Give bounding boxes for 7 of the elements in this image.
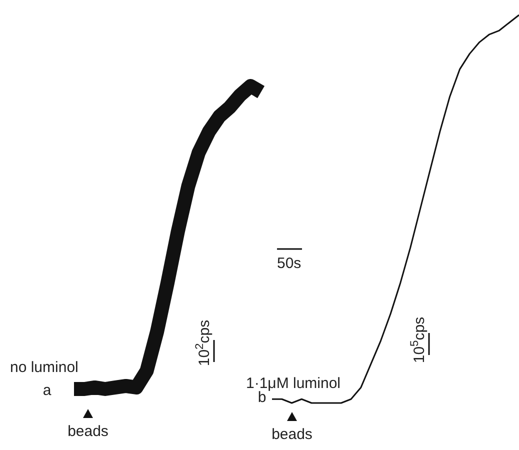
- text: beads: [68, 423, 108, 440]
- annotation: b: [258, 389, 266, 406]
- annotation: 50s: [277, 255, 302, 272]
- text: beads: [272, 426, 312, 443]
- annotation: 1·1μM luminol: [246, 375, 341, 392]
- annotation: no luminol: [10, 359, 78, 376]
- text: a: [42, 382, 52, 399]
